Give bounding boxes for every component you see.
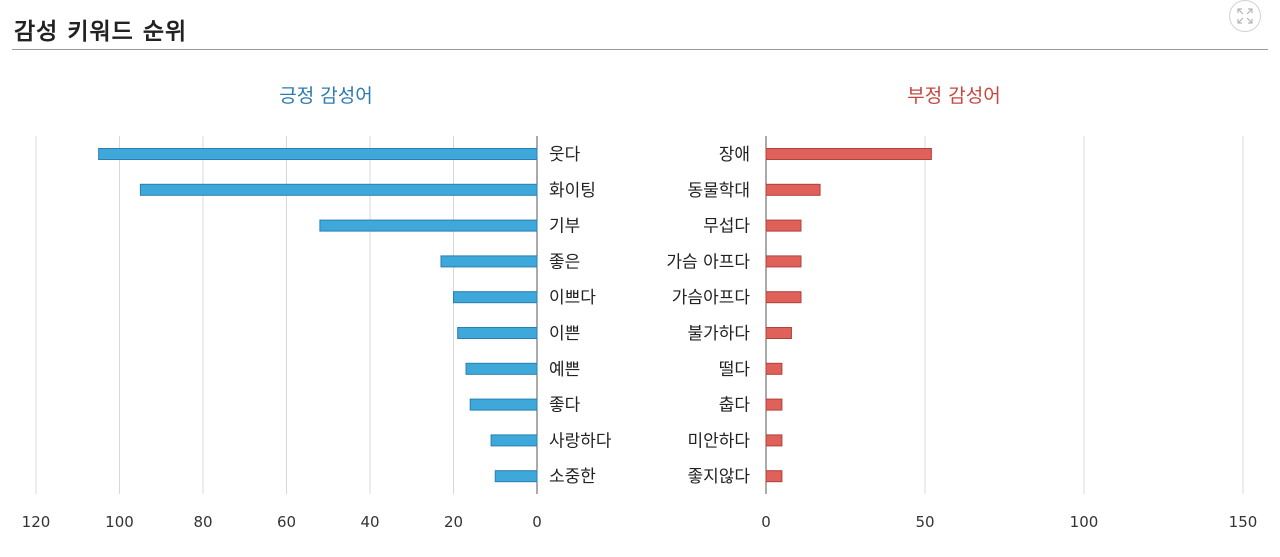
bar-negative — [765, 148, 932, 160]
bar-negative — [765, 434, 783, 447]
tick-label-positive: 20 — [444, 513, 463, 531]
tick-label-negative: 0 — [761, 513, 771, 531]
chart-title-positive: 긍정 감성어 — [279, 85, 372, 107]
tick-label-positive: 120 — [22, 513, 51, 531]
category-label-negative: 가슴 아프다 — [666, 252, 750, 272]
category-label-negative: 떨다 — [719, 360, 751, 380]
bar-negative — [765, 470, 783, 483]
bar-positive — [494, 470, 538, 483]
category-label-negative: 무섭다 — [703, 217, 750, 237]
category-label-positive: 소중한 — [549, 467, 596, 487]
tick-label-negative: 100 — [1070, 513, 1099, 531]
category-label-positive: 사랑하다 — [549, 431, 612, 451]
bar-negative — [765, 362, 783, 375]
tick-label-positive: 0 — [532, 513, 542, 531]
bar-negative — [765, 255, 802, 268]
bar-positive — [319, 219, 538, 232]
category-label-negative: 장애 — [719, 145, 750, 165]
category-label-negative: 가슴아프다 — [672, 288, 751, 308]
bar-positive — [469, 398, 538, 411]
bar-negative — [765, 327, 792, 339]
expand-icon — [1237, 8, 1253, 24]
tick-label-positive: 80 — [193, 513, 212, 531]
bar-positive — [139, 183, 538, 196]
category-label-negative: 춥다 — [719, 396, 751, 416]
tick-label-positive: 60 — [277, 513, 296, 531]
bar-negative — [765, 398, 783, 411]
tick-label-positive: 100 — [105, 513, 134, 531]
chart-title-negative: 부정 감성어 — [907, 85, 1000, 107]
bar-negative — [765, 183, 821, 196]
bar-negative — [765, 219, 802, 232]
bar-positive — [490, 434, 538, 447]
tick-label-positive: 40 — [360, 513, 379, 531]
category-label-negative: 미안하다 — [687, 431, 750, 451]
category-label-positive: 좋은 — [549, 252, 580, 272]
tick-label-negative: 150 — [1229, 513, 1258, 531]
category-label-positive: 화이팅 — [549, 181, 596, 201]
expand-button[interactable] — [1229, 0, 1261, 32]
category-label-positive: 이쁜 — [549, 324, 580, 344]
category-label-positive: 이쁘다 — [549, 288, 596, 308]
bar-positive — [98, 148, 538, 160]
bar-positive — [465, 362, 538, 375]
category-label-positive: 좋다 — [549, 396, 581, 416]
page-title: 감성 키워드 순위 — [14, 19, 188, 45]
bar-negative — [765, 291, 802, 304]
bar-positive — [457, 327, 538, 339]
category-label-positive: 예쁜 — [549, 360, 580, 380]
category-label-negative: 불가하다 — [687, 324, 750, 344]
header: 감성 키워드 순위 — [12, 0, 1268, 50]
category-label-negative: 동물학대 — [687, 181, 750, 201]
category-label-negative: 좋지않다 — [687, 467, 750, 487]
tick-label-negative: 50 — [915, 513, 934, 531]
category-label-positive: 웃다 — [549, 145, 581, 165]
bar-positive — [453, 291, 538, 304]
bar-positive — [440, 255, 538, 268]
category-label-positive: 기부 — [549, 217, 580, 237]
